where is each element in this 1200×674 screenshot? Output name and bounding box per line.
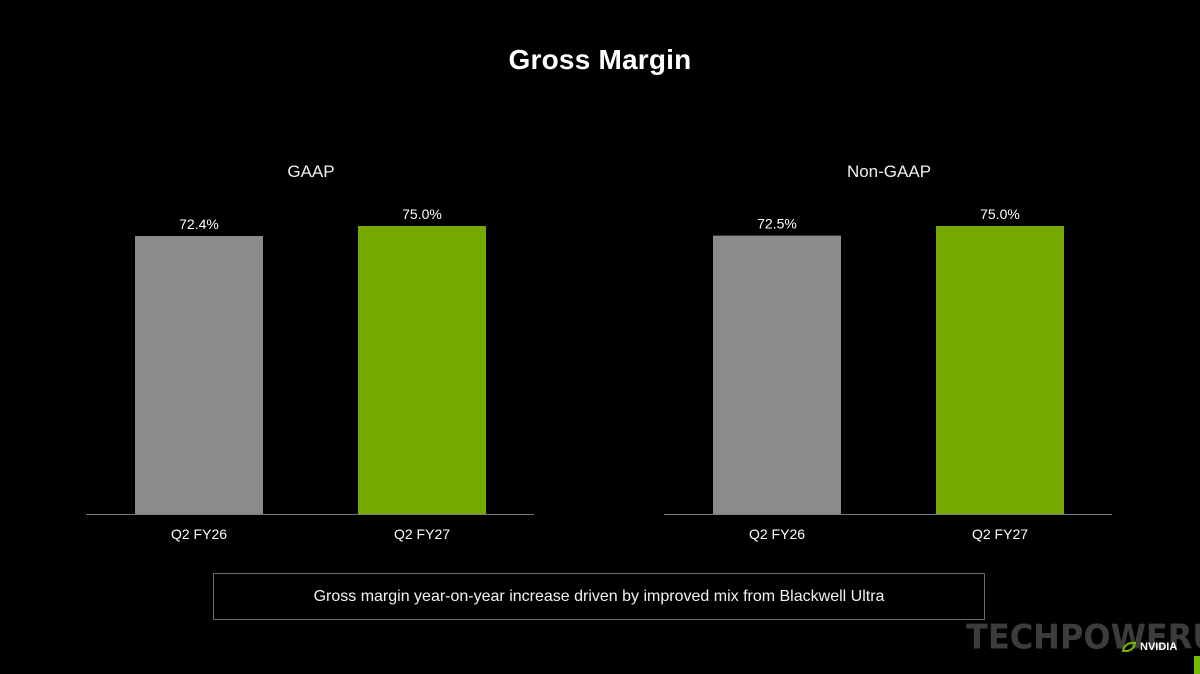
gaap-data-label-2: 75.0% — [402, 206, 442, 222]
nvidia-brand: NVIDIA — [1122, 641, 1177, 653]
gaap-chart-panel: GAAP 72.4% Q2 FY26 75.0% Q2 FY27 — [86, 150, 536, 550]
non-gaap-bar-1 — [713, 235, 841, 514]
non-gaap-bar-chart: 72.5% Q2 FY26 75.0% Q2 FY27 — [664, 206, 1112, 542]
non-gaap-chart-title: Non-GAAP — [846, 162, 932, 181]
gaap-chart-title: GAAP — [287, 162, 335, 181]
gaap-bar-2 — [358, 226, 486, 514]
nvidia-brand-text: NVIDIA — [1140, 641, 1178, 653]
non-gaap-category-label-1: Q2 FY26 — [749, 526, 805, 542]
gaap-data-label-1: 72.4% — [179, 216, 219, 232]
corner-accent-bar — [1194, 656, 1200, 674]
gaap-category-label-2: Q2 FY27 — [394, 526, 450, 542]
non-gaap-bar-2 — [936, 226, 1064, 514]
gaap-category-label-1: Q2 FY26 — [171, 526, 227, 542]
non-gaap-chart-panel: Non-GAAP 72.5% Q2 FY26 75.0% Q2 FY27 — [664, 150, 1114, 550]
gaap-bar-1 — [135, 235, 263, 514]
summary-note-box: Gross margin year-on-year increase drive… — [213, 573, 985, 620]
summary-note-text: Gross margin year-on-year increase drive… — [313, 587, 885, 605]
slide-title: Gross Margin — [508, 44, 692, 75]
non-gaap-data-label-1: 72.5% — [757, 216, 797, 232]
gaap-bar-chart: 72.4% Q2 FY26 75.0% Q2 FY27 — [86, 206, 534, 542]
non-gaap-data-label-2: 75.0% — [980, 206, 1020, 222]
techpowerup-watermark: TECHPOWERUP — [966, 617, 1200, 657]
nvidia-logo-icon — [1122, 642, 1136, 652]
non-gaap-category-label-2: Q2 FY27 — [972, 526, 1028, 542]
